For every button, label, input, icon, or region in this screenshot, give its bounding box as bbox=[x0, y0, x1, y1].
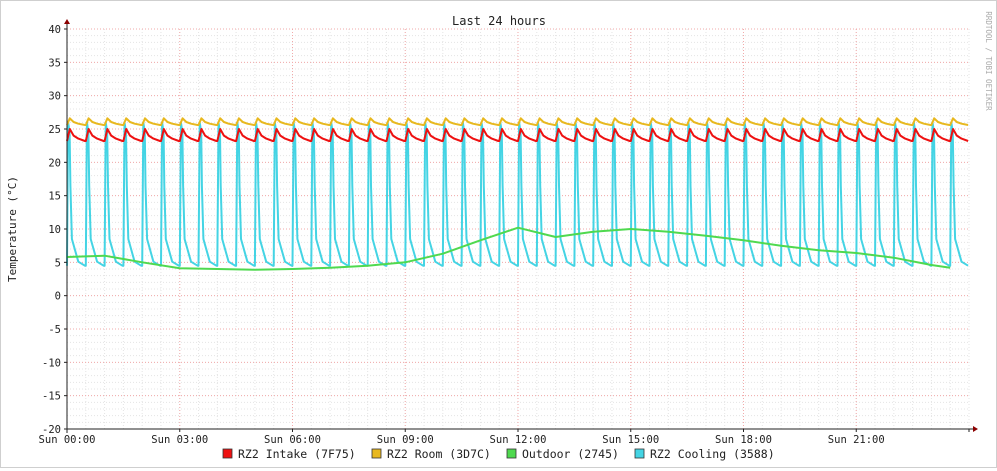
legend-swatch bbox=[634, 448, 645, 459]
x-tick-label: Sun 06:00 bbox=[264, 434, 321, 446]
x-tick-label: Sun 21:00 bbox=[828, 434, 885, 446]
y-tick-label: 15 bbox=[48, 191, 61, 203]
y-axis-arrow bbox=[64, 19, 70, 24]
x-tick-labels: Sun 00:00 Sun 03:00 Sun 06:00 Sun 09:00 Sun … bbox=[39, 434, 885, 446]
y-tick-label: 20 bbox=[48, 157, 61, 169]
y-tick-label: 25 bbox=[48, 124, 61, 136]
legend: RZ2 Intake (7F75) RZ2 Room (3D7C) Outdoor … bbox=[222, 447, 775, 461]
y-tick-label: 10 bbox=[48, 224, 61, 236]
x-tick-label: Sun 00:00 bbox=[39, 434, 96, 446]
x-tick-label: Sun 03:00 bbox=[151, 434, 208, 446]
legend-label: RZ2 Intake (7F75) bbox=[238, 447, 356, 461]
y-tick-label: 35 bbox=[48, 57, 61, 69]
y-tick-label: -15 bbox=[42, 391, 61, 403]
x-axis-arrow bbox=[973, 426, 978, 432]
y-tick-label: 30 bbox=[48, 91, 61, 103]
y-tick-label: 0 bbox=[55, 291, 61, 303]
x-tick-label: Sun 18:00 bbox=[715, 434, 772, 446]
y-tick-labels: 40 35 30 25 20 15 10 5 0 -5 -10 -15 -20 bbox=[42, 24, 61, 436]
y-tick-label: -5 bbox=[48, 324, 61, 336]
series-line-2 bbox=[66, 226, 951, 271]
chart-title: Last 24 hours bbox=[452, 14, 546, 28]
x-tick-label: Sun 12:00 bbox=[490, 434, 547, 446]
y-tick-label: 40 bbox=[48, 24, 61, 36]
y-tick-label: -20 bbox=[42, 424, 61, 436]
watermark: RRDTOOL / TOBI OETIKER bbox=[984, 11, 993, 111]
y-axis-label: Temperature (°C) bbox=[6, 176, 19, 282]
series-line-3 bbox=[66, 121, 969, 267]
legend-swatch bbox=[371, 448, 382, 459]
legend-swatch bbox=[222, 448, 233, 459]
legend-label: RZ2 Room (3D7C) bbox=[387, 447, 491, 461]
series-line-1 bbox=[66, 117, 969, 126]
series-layer bbox=[66, 117, 969, 271]
y-tick-label: 5 bbox=[55, 257, 61, 269]
legend-label: Outdoor (2745) bbox=[522, 447, 619, 461]
series-line-0 bbox=[66, 128, 969, 142]
legend-swatch bbox=[506, 448, 517, 459]
legend-label: RZ2 Cooling (3588) bbox=[650, 447, 775, 461]
x-tick-label: Sun 09:00 bbox=[377, 434, 434, 446]
axes bbox=[64, 19, 978, 433]
x-tick-label: Sun 15:00 bbox=[602, 434, 659, 446]
y-tick-label: -10 bbox=[42, 357, 61, 369]
